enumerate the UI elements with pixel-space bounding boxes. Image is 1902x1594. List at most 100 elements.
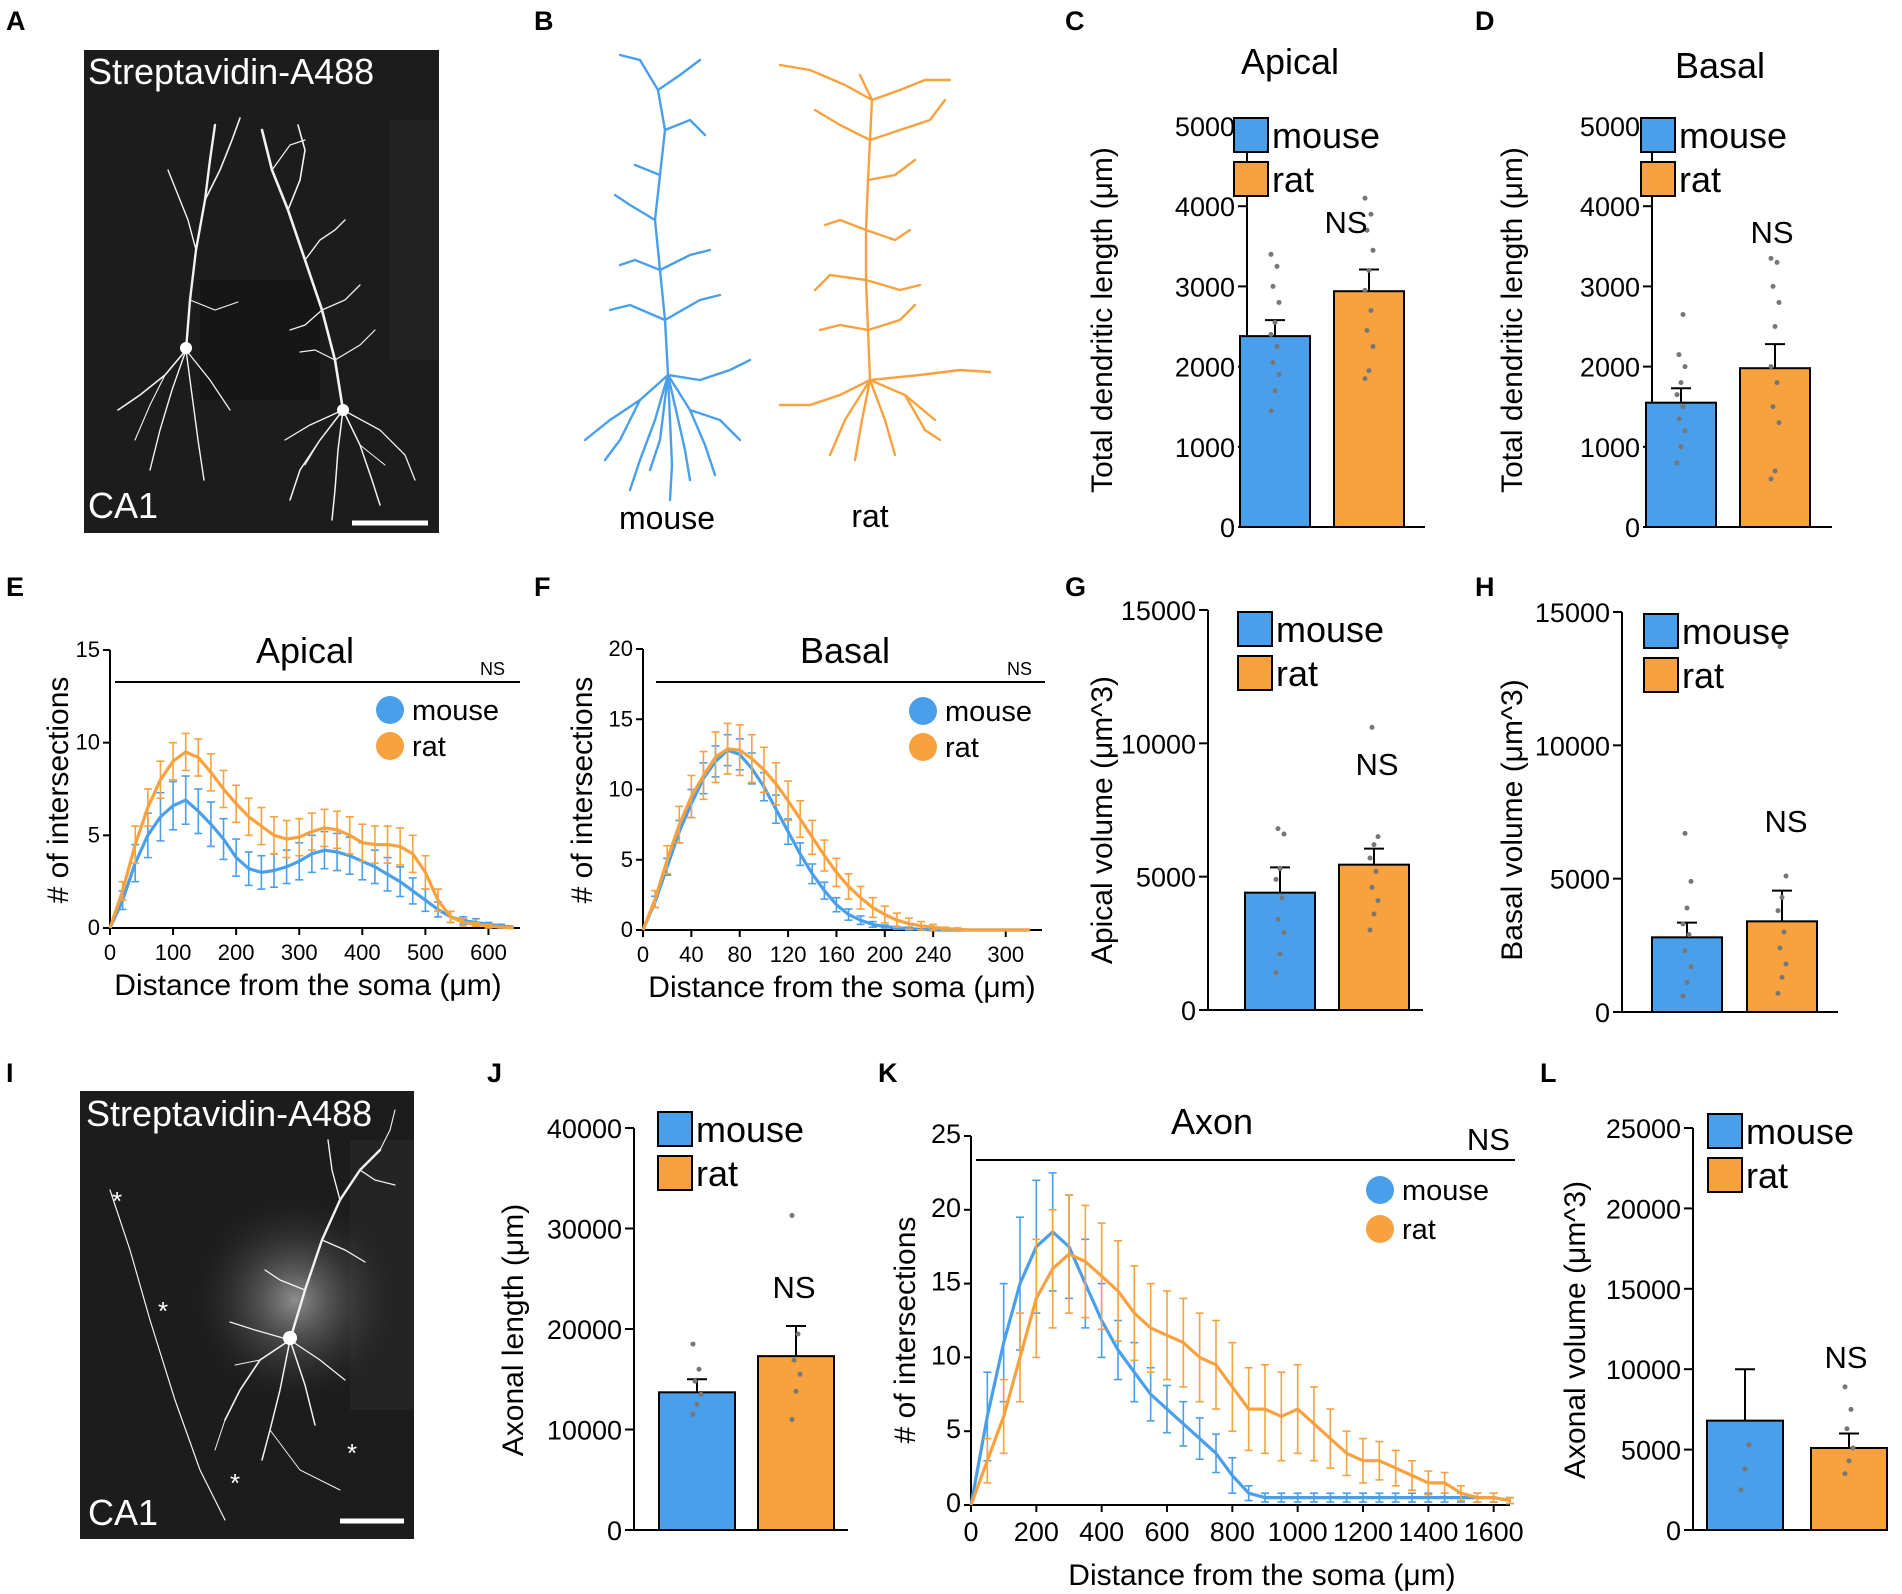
y-tick-label: 0	[1181, 996, 1196, 1026]
data-point-mouse	[1277, 866, 1283, 872]
y-tick-label: 1000	[1175, 433, 1235, 463]
x-tick-label: 0	[637, 942, 649, 967]
data-point-mouse	[1746, 1442, 1752, 1448]
bar-rat	[1739, 367, 1811, 529]
data-point-rat	[1368, 211, 1374, 217]
x-tick-label: 240	[915, 942, 952, 967]
data-point-rat	[1367, 927, 1373, 933]
data-point-mouse	[1277, 951, 1283, 957]
y-tick-label: 20	[931, 1193, 961, 1223]
y-axis-label: Total dendritic length (μm)	[1086, 147, 1119, 493]
bar-rat	[757, 1355, 835, 1532]
x-tick-label: 1600	[1464, 1517, 1524, 1547]
data-point-mouse	[690, 1341, 696, 1347]
y-tick-label: 2000	[1175, 353, 1235, 383]
data-point-rat	[1362, 376, 1368, 382]
data-point-mouse	[1742, 1466, 1748, 1472]
data-point-rat	[1371, 911, 1377, 917]
chart-title: Apical	[256, 630, 354, 671]
legend-marker-rat	[1366, 1215, 1394, 1243]
data-point-rat	[1362, 287, 1368, 293]
significance-label: NS	[1750, 215, 1793, 250]
axon-marker-2: *	[158, 1296, 168, 1326]
data-point-mouse	[1268, 332, 1274, 338]
significance-label: NS	[1824, 1340, 1867, 1375]
data-point-mouse	[694, 1401, 700, 1407]
legend-swatch-rat	[1640, 161, 1676, 197]
y-tick-label: 4000	[1175, 192, 1235, 222]
chart-g: 0 5000 10000 15000 Apical volume (μm^3) mouse…	[1086, 596, 1423, 1026]
panel-letter-f: F	[534, 572, 551, 602]
data-point-mouse	[1688, 964, 1694, 970]
data-point-mouse	[698, 1391, 704, 1397]
y-axis-label: # of intersections	[889, 1217, 922, 1444]
data-point-rat	[1775, 990, 1781, 996]
data-point-rat	[1777, 945, 1783, 951]
y-tick-label: 5	[621, 847, 633, 872]
axon-marker-1: *	[112, 1186, 122, 1216]
legend-label-mouse: mouse	[1679, 115, 1787, 156]
data-point-rat	[797, 1371, 803, 1377]
panel-a: A	[6, 6, 439, 533]
data-point-rat	[1783, 961, 1789, 967]
data-point-rat	[1768, 476, 1774, 482]
legend-label-mouse: mouse	[945, 696, 1032, 728]
x-tick-label: 40	[679, 942, 703, 967]
y-tick-label: 0	[1625, 513, 1640, 543]
bar-rat	[1338, 863, 1410, 1012]
chart-l: 0 5000 10000 15000 20000 25000 Axonal volume (…	[1559, 1111, 1888, 1546]
significance-label: NS	[1355, 747, 1398, 782]
chart-d: Basal 0 1000 2000 3000 4000 5000 Total dendriti…	[1496, 45, 1832, 543]
data-point-rat	[1779, 894, 1785, 900]
data-point-rat	[791, 1357, 797, 1363]
data-point-mouse	[1682, 364, 1688, 370]
data-point-rat	[1775, 908, 1781, 914]
panel-letter-a: A	[6, 6, 26, 36]
y-tick-label: 10000	[1535, 731, 1610, 761]
bar-mouse	[1244, 891, 1316, 1012]
y-axis-label: Total dendritic length (μm)	[1496, 147, 1529, 493]
neuron-image-a	[117, 117, 416, 521]
data-point-rat	[1774, 380, 1780, 386]
panel-letter-e: E	[6, 572, 24, 602]
y-tick-label: 10	[609, 777, 633, 802]
panel-letter-l: L	[1540, 1058, 1557, 1088]
data-point-mouse	[1680, 311, 1686, 317]
y-tick-label: 1000	[1580, 433, 1640, 463]
legend-label-mouse: mouse	[1272, 115, 1380, 156]
data-point-rat	[1772, 324, 1778, 329]
data-point-mouse	[1268, 408, 1274, 414]
x-tick-label: 200	[1014, 1517, 1059, 1547]
x-tick-label: 300	[987, 942, 1024, 967]
legend-swatch-mouse	[1237, 611, 1273, 647]
data-point-rat	[1375, 898, 1381, 904]
data-point-rat	[1371, 842, 1377, 848]
panel-letter-j: J	[487, 1058, 502, 1088]
data-point-rat	[793, 1388, 799, 1394]
significance-label: NS	[1764, 804, 1807, 839]
legend-label-mouse: mouse	[1402, 1175, 1489, 1207]
legend-label-rat: rat	[1276, 653, 1318, 694]
x-axis-label: Distance from the soma (μm)	[648, 971, 1035, 1004]
y-tick-label: 0	[1595, 998, 1610, 1028]
x-tick-label: 100	[155, 940, 192, 965]
panel-letter-h: H	[1475, 572, 1495, 602]
rat-neuron-trace	[778, 63, 992, 462]
y-tick-label: 5000	[1175, 112, 1235, 142]
data-point-rat	[1774, 259, 1780, 265]
data-point-rat	[1844, 1426, 1850, 1432]
data-point-mouse	[1682, 948, 1688, 954]
data-point-mouse	[696, 1366, 702, 1372]
data-point-mouse	[1682, 830, 1688, 836]
bar-mouse	[1706, 1419, 1784, 1532]
y-tick-label: 0	[607, 1516, 622, 1546]
y-axis-label: Axonal length (μm)	[497, 1204, 530, 1456]
data-point-mouse	[1688, 878, 1694, 884]
y-tick-label: 3000	[1580, 272, 1640, 302]
data-point-mouse	[1279, 895, 1285, 901]
data-point-rat	[1368, 307, 1374, 313]
data-point-mouse	[1674, 392, 1680, 398]
data-point-rat	[1779, 974, 1785, 980]
x-tick-label: 1400	[1398, 1517, 1458, 1547]
